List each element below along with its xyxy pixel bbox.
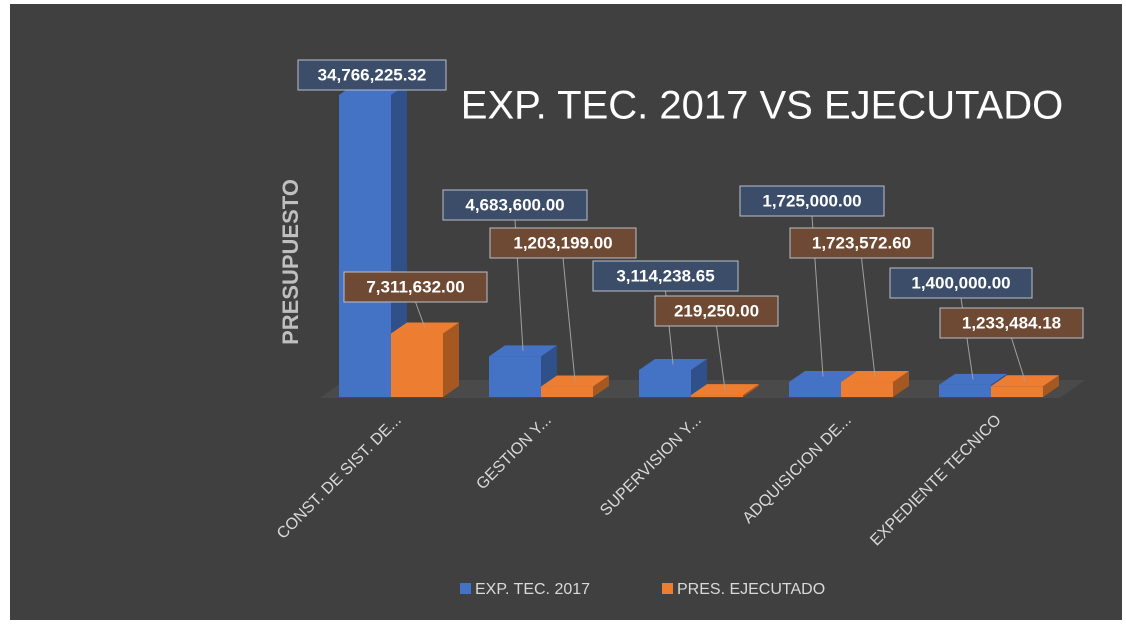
legend-label: EXP. TEC. 2017 [475,581,590,598]
data-label: 1,400,000.00 [911,273,1010,292]
data-label-box [442,189,588,221]
legend-swatch [460,583,471,594]
bar [841,371,909,397]
bar-face [339,95,391,397]
bar-face [443,322,459,397]
data-label: 7,311,632.00 [366,277,464,296]
y-axis-label: PRESUPUESTO [278,179,303,345]
data-label-box [489,227,637,259]
data-label: 34,766,225.32 [318,65,427,84]
data-label-box [889,267,1033,299]
bar-face [841,382,893,397]
leader-line [415,301,426,329]
bar-face [991,386,1043,397]
bar-face [489,356,541,397]
leader-line [1011,337,1026,381]
bar-face [789,382,841,397]
chart-title: EXP. TEC. 2017 VS EJECUTADO [461,84,1063,128]
data-label: 1,725,000.00 [762,191,861,210]
data-label-box [939,307,1084,339]
chart-background [10,4,1122,620]
data-label-box [343,271,488,303]
bar-face [1043,375,1059,397]
bar-face [391,333,443,397]
data-label-box [789,227,934,259]
data-label: 1,233,484.18 [962,313,1061,332]
data-label: 219,250.00 [674,301,759,320]
bar-face [639,369,691,397]
bar-face [691,395,743,397]
leader-line [861,257,876,377]
bar-face [939,384,991,397]
bar [391,322,459,397]
data-label: 1,723,572.60 [812,233,911,252]
legend-swatch [662,583,673,594]
data-label: 1,203,199.00 [513,233,612,252]
bar-face [893,371,909,397]
legend-label: PRES. EJECUTADO [677,581,825,598]
data-label-box [592,260,739,292]
data-label: 3,114,238.65 [616,266,714,285]
data-label-box [739,185,885,217]
bar-face [743,384,759,397]
bar-face [593,375,609,397]
bar-face [391,84,407,397]
data-label-box [297,59,447,91]
data-label: 4,683,600.00 [465,195,564,214]
leader-line [562,257,576,382]
bar-face [541,386,593,397]
leader-line [716,325,726,390]
data-label-box [654,295,779,327]
